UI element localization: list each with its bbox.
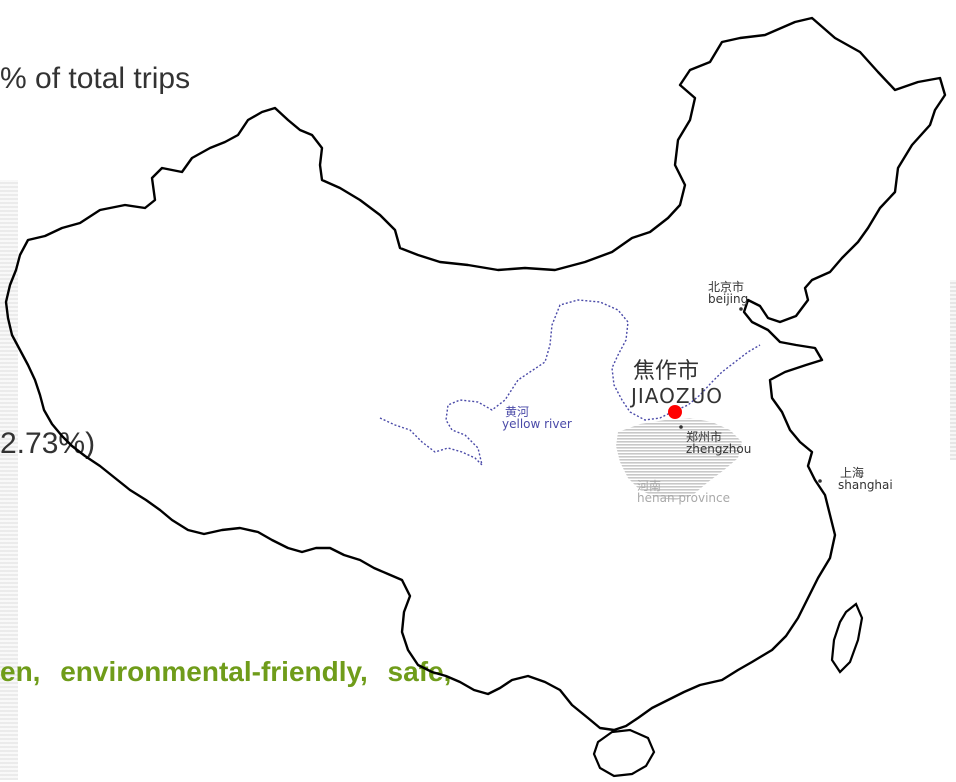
slide-text-highlight: en, environmental-friendly, safe, [0, 656, 452, 687]
zhengzhou-label-en: zhengzhou [686, 442, 751, 456]
river-label-en: yellow river [502, 417, 572, 431]
beijing-marker [739, 307, 743, 311]
shanghai-label-cn: 上海 [840, 465, 864, 480]
jiaozuo-marker [668, 405, 682, 419]
hainan-island [592, 728, 656, 778]
china-border [4, 16, 947, 732]
yellow-river [379, 299, 761, 468]
zhengzhou-label-cn: 郑州市 [686, 429, 722, 444]
zhengzhou-marker [679, 425, 683, 429]
slide-background-edge [0, 180, 18, 780]
slide-background-edge-right [950, 280, 956, 460]
beijing-label-cn: 北京市 [708, 279, 744, 294]
jiaozuo-label-cn: 焦作市 [633, 359, 699, 384]
jiaozuo-label-en: JIAOZUO [629, 384, 723, 408]
shanghai-label-en: shanghai [838, 478, 893, 492]
taiwan-island [830, 602, 864, 674]
slide-text-middle: 2.73%) [0, 427, 96, 460]
henan-label-en: henan province [637, 491, 730, 505]
slide-text-top: % of total trips [0, 62, 191, 95]
henan-province [616, 418, 742, 500]
beijing-label-en: beijing [708, 292, 748, 306]
henan-label-cn: 河南 [637, 478, 661, 493]
shanghai-marker [818, 479, 822, 483]
river-label-cn: 黄河 [505, 405, 529, 419]
